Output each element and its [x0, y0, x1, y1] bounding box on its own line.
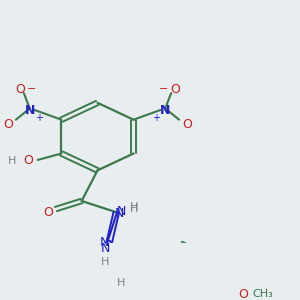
Text: H: H — [117, 278, 125, 288]
Text: O: O — [182, 118, 192, 131]
Text: −: − — [159, 84, 168, 94]
Text: H: H — [8, 156, 16, 166]
Text: H: H — [130, 202, 138, 212]
Text: O: O — [43, 206, 53, 219]
Text: H: H — [101, 257, 110, 267]
Text: N: N — [160, 103, 170, 116]
Text: O: O — [238, 288, 248, 300]
Text: N: N — [117, 205, 126, 218]
Text: O: O — [3, 118, 13, 131]
Text: O: O — [170, 82, 180, 96]
Text: N: N — [25, 103, 35, 116]
Text: CH₃: CH₃ — [253, 289, 273, 299]
Text: N: N — [100, 236, 109, 248]
Text: N: N — [115, 207, 124, 220]
Text: +: + — [152, 113, 160, 123]
Text: O: O — [23, 154, 33, 167]
Text: H: H — [130, 204, 138, 214]
Text: O: O — [15, 82, 25, 96]
Text: +: + — [35, 113, 43, 123]
Text: −: − — [27, 84, 36, 94]
Text: N: N — [101, 242, 110, 255]
